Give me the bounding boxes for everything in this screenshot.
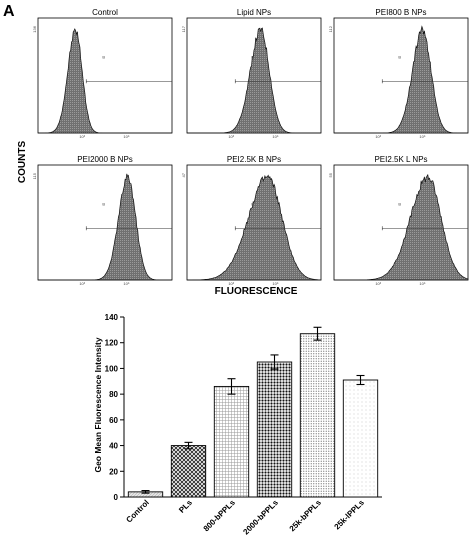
bar-chart-bars — [127, 333, 379, 498]
histogram-gate-label: B — [398, 54, 401, 59]
x-tick-label: 800-bPPLs — [202, 498, 238, 534]
histogram-decade-label: 10³ — [228, 281, 234, 286]
histogram-title: PEI2.5K L NPs — [374, 155, 427, 164]
x-tick-label: PLs — [177, 498, 194, 515]
histogram-gate-label: B — [398, 201, 401, 206]
histogram-gate-label: B — [102, 54, 105, 59]
histogram-decade-label: 10³ — [375, 281, 381, 286]
histogram-max-count: 55 — [328, 172, 333, 177]
bar-chart-y-axis: 0 20 40 60 80 100 120 140 — [105, 313, 382, 502]
histogram-title: PEI800 B NPs — [375, 8, 426, 17]
histogram-decade-label: 10³ — [79, 134, 85, 139]
bar — [213, 385, 250, 498]
histogram-frame — [37, 17, 173, 134]
histogram-title: PEI2.5K B NPs — [227, 155, 281, 164]
histogram-frame — [333, 17, 469, 134]
histogram-panel: PEI800 B NPs 112 10³ 10⁵ B — [328, 8, 469, 139]
histogram-decade-label: 10³ — [228, 134, 234, 139]
y-tick-label: 120 — [105, 339, 119, 348]
histogram-gate-label: B — [251, 54, 254, 59]
histogram-fill — [187, 27, 321, 134]
bar — [256, 361, 293, 498]
histogram-max-count: 112 — [328, 25, 333, 32]
x-tick-label: 25k-lPPLs — [333, 498, 367, 532]
histogram-panel: PEI2.5K B NPs 47 10³ 10⁵ B — [181, 155, 322, 286]
histogram-max-count: 117 — [181, 25, 186, 32]
histogram-fill — [38, 173, 172, 281]
histogram-frame — [37, 164, 173, 281]
bar-chart: 0 20 40 60 80 100 120 140 Control PLs 800-bPPLs 20… — [93, 313, 382, 536]
y-tick-label: 80 — [109, 390, 118, 399]
x-tick-label: 25k-bPPLs — [288, 498, 324, 534]
histogram-fill — [334, 25, 468, 134]
bar — [170, 445, 207, 498]
histogram-title: Lipid NPs — [237, 8, 271, 17]
histogram-decade-label: 10⁵ — [419, 134, 425, 139]
histogram-gate-label: B — [102, 201, 105, 206]
y-tick-label: 40 — [109, 442, 118, 451]
y-tick-label: 60 — [109, 416, 118, 425]
histogram-panel: Lipid NPs 117 10³ 10⁵ B — [181, 8, 322, 139]
histogram-decade-label: 10⁵ — [123, 281, 129, 286]
histogram-fill — [187, 174, 322, 281]
histogram-decade-label: 10³ — [79, 281, 85, 286]
panel-label: A — [3, 3, 15, 20]
bar-chart-error-bars — [141, 326, 365, 494]
histogram-panel: PEI2.5K L NPs 55 10³ 10⁵ B — [328, 155, 469, 286]
y-tick-label: 100 — [105, 364, 119, 373]
histogram-max-count: 47 — [181, 172, 186, 177]
bar — [299, 333, 336, 498]
histogram-title: PEI2000 B NPs — [77, 155, 133, 164]
histogram-max-count: 136 — [32, 25, 37, 32]
histogram-fill — [334, 173, 469, 281]
bar-chart-x-tick-labels: Control PLs 800-bPPLs 2000-bPPLs 25k-bPPLs 25… — [124, 498, 366, 537]
bar — [342, 379, 379, 498]
histogram-decade-label: 10³ — [375, 134, 381, 139]
bar-chart-y-axis-label: Geo Mean Fluorescence Intensity — [93, 337, 103, 472]
y-tick-label: 0 — [114, 493, 119, 502]
histogram-panel: Control 136 10³ 10⁵ B — [32, 8, 173, 139]
histogram-panel: PEI2000 B NPs 115 10³ 10⁵ B — [32, 155, 173, 286]
histogram-decade-label: 10⁵ — [272, 281, 278, 286]
y-tick-label: 20 — [109, 467, 118, 476]
histogram-fill — [38, 28, 172, 134]
x-tick-label: 2000-bPPLs — [241, 498, 280, 537]
histogram-decade-label: 10⁵ — [272, 134, 278, 139]
flow-x-axis-label: FLUORESCENCE — [215, 286, 298, 297]
histogram-gate-label: B — [251, 201, 254, 206]
histogram-decade-label: 10⁵ — [123, 134, 129, 139]
flow-y-axis-label: COUNTS — [17, 141, 28, 184]
histogram-max-count: 115 — [32, 172, 37, 179]
histogram-decade-label: 10⁵ — [419, 281, 425, 286]
histogram-title: Control — [92, 8, 118, 17]
y-tick-label: 140 — [105, 313, 119, 322]
x-tick-label: Control — [124, 498, 150, 524]
